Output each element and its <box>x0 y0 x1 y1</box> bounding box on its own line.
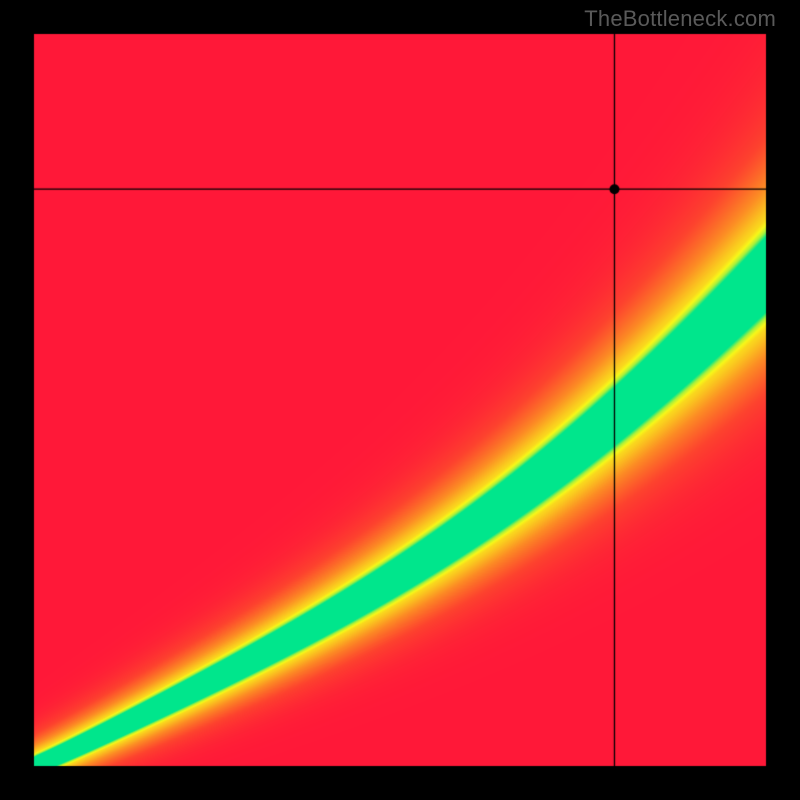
bottleneck-heatmap <box>0 0 800 800</box>
watermark-text: TheBottleneck.com <box>584 6 776 32</box>
chart-container: TheBottleneck.com <box>0 0 800 800</box>
